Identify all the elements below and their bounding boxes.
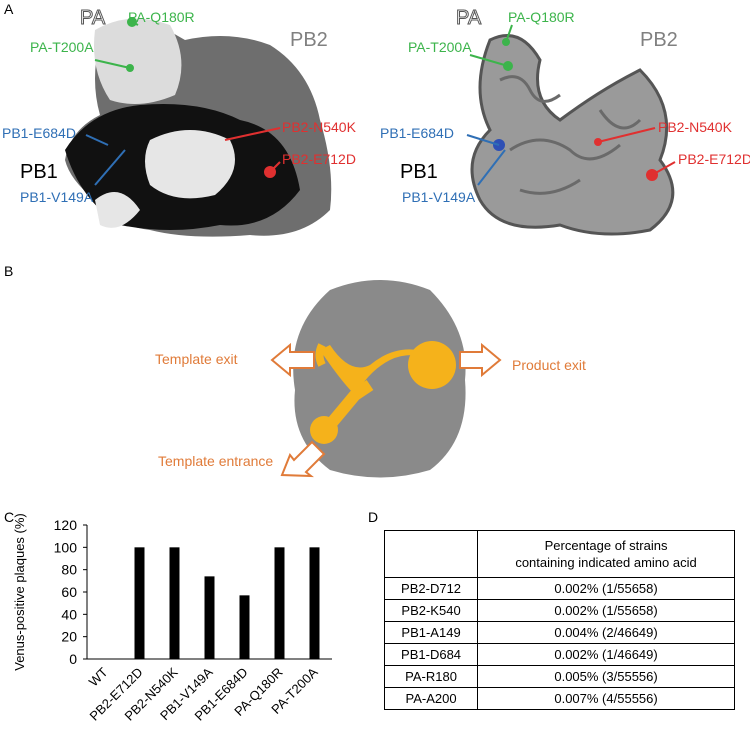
channel-label: Template exit (155, 351, 238, 367)
mutation-label: PB1-E684D (380, 125, 454, 141)
arrows (270, 342, 502, 478)
panel-label: D (368, 509, 378, 525)
bar (134, 547, 145, 659)
panel-label: A (4, 1, 14, 17)
leader-lines (85, 21, 676, 186)
table-cell: PB2-K540 (383, 599, 479, 622)
table-row: PB2-K540 0.002% (1/55658) (383, 599, 735, 622)
bar (274, 547, 285, 659)
bar (309, 547, 320, 659)
table-cell: PA-A200 (383, 687, 479, 710)
y-tick-label: 40 (61, 606, 77, 622)
table-cell: 0.002% (1/55658) (477, 577, 735, 600)
y-axis-label: Venus-positive plaques (%) (12, 513, 27, 671)
mutation-label: PB2-E712D (678, 151, 750, 167)
table-cell: 0.002% (1/55658) (477, 599, 735, 622)
table-cell: 0.007% (4/55556) (477, 687, 735, 710)
polymerase-structure (293, 280, 466, 478)
table-cell: PB1-A149 (383, 621, 479, 644)
mutation-label: PA-T200A (408, 39, 472, 55)
mutation-label: PA (80, 7, 106, 29)
table-row: PB1-A149 0.004% (2/46649) (383, 621, 735, 644)
strain-table: Percentage of strains containing indicate… (383, 530, 735, 710)
mutation-label: PB1-V149A (402, 189, 476, 205)
table-row: PA-A200 0.007% (4/55556) (383, 687, 735, 710)
y-tick-label: 20 (61, 629, 77, 645)
bar (169, 547, 180, 659)
mutation-label: PA-T200A (30, 39, 94, 55)
panel-label: C (4, 509, 14, 525)
table-cell: 0.004% (2/46649) (477, 621, 735, 644)
y-tick-label: 100 (54, 539, 78, 555)
table-cell: 0.005% (3/55556) (477, 665, 735, 688)
y-tick-label: 60 (61, 584, 77, 600)
mutation-label: PB2-N540K (282, 119, 357, 135)
mutation-label: PB1 (400, 161, 438, 183)
mutation-label: PB2-N540K (658, 119, 733, 135)
table-row: PB1-D684 0.002% (1/46649) (383, 643, 735, 666)
header-line: containing indicated amino acid (515, 555, 697, 570)
mutation-label: PB1-V149A (20, 189, 94, 205)
mutation-label: PB2 (640, 29, 678, 51)
table-cell: PA-R180 (383, 665, 479, 688)
y-tick-label: 120 (54, 517, 78, 533)
mutation-label: PB1-E684D (2, 125, 76, 141)
panel-label: B (4, 263, 13, 279)
cartoon-structure (470, 34, 675, 236)
table-header: Percentage of strains containing indicate… (477, 530, 735, 578)
channel-label: Product exit (512, 357, 586, 373)
channel-label: Template entrance (158, 453, 273, 469)
mutation-label: PA-Q180R (508, 9, 575, 25)
mutation-label: PA (456, 7, 482, 29)
bar (204, 576, 215, 659)
y-tick-label: 80 (61, 562, 77, 578)
mutation-label: PB1 (20, 161, 58, 183)
x-tick-label: WT (86, 664, 111, 689)
table-body: PB2-D712 0.002% (1/55658) PB2-K540 0.002% (… (383, 577, 735, 710)
bar (239, 595, 250, 659)
header-line: Percentage of strains (544, 538, 668, 553)
table-cell: PB1-D684 (383, 643, 479, 666)
table-cell: PB2-D712 (383, 577, 479, 600)
mutation-label: PB2-E712D (282, 151, 356, 167)
empty-cell (383, 530, 479, 578)
table-row: PB2-D712 0.002% (1/55658) (383, 577, 735, 600)
mutation-label: PB2 (290, 29, 328, 51)
table-row: PA-R180 0.005% (3/55556) (383, 665, 735, 688)
y-tick-label: 0 (69, 651, 77, 667)
table-cell: 0.002% (1/46649) (477, 643, 735, 666)
mutation-label: PA-Q180R (128, 9, 195, 25)
